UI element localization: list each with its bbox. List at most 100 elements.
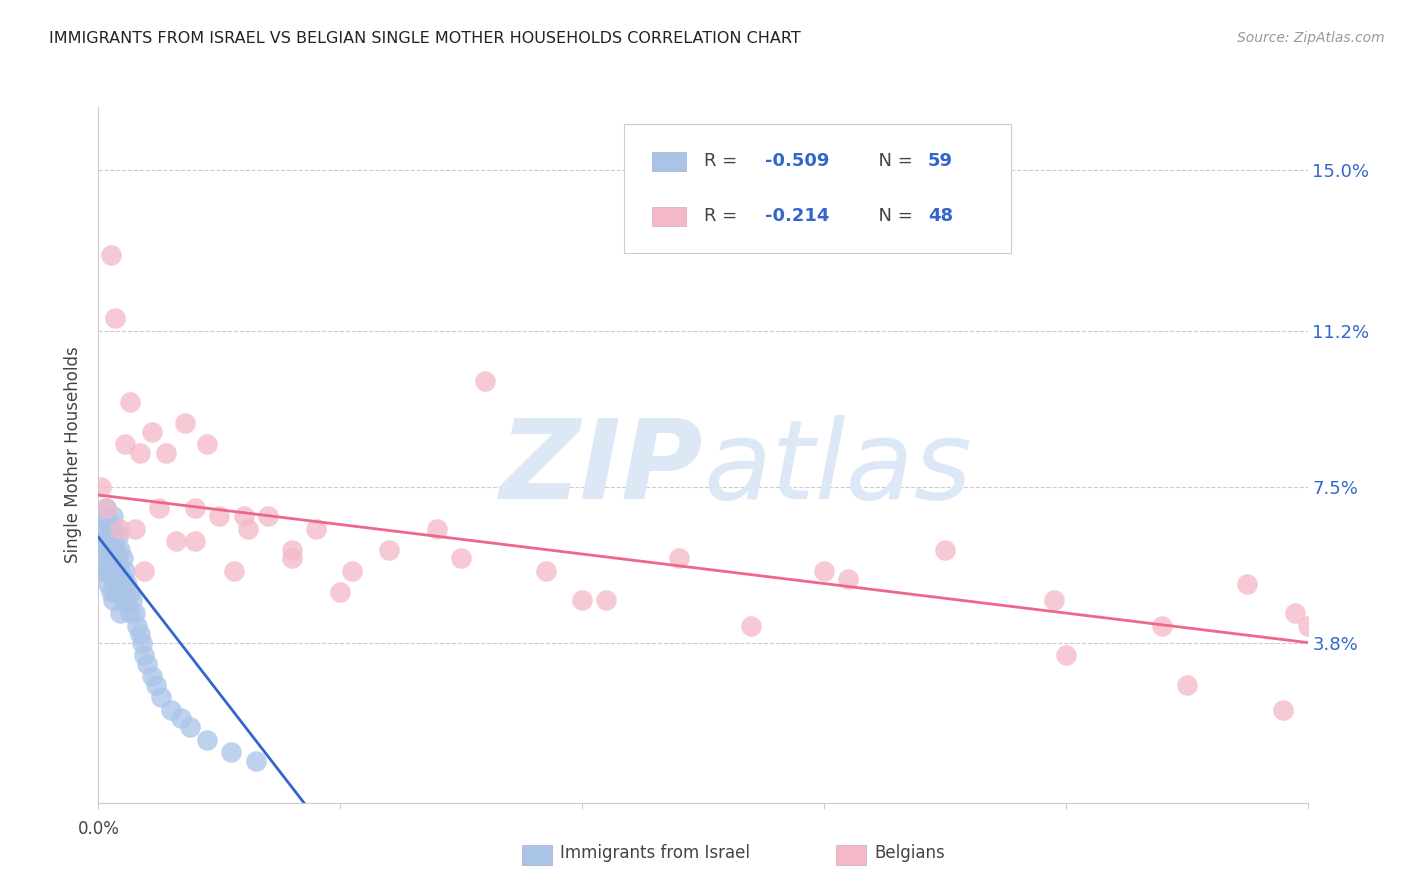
FancyBboxPatch shape <box>837 845 866 865</box>
Point <box>245 754 267 768</box>
FancyBboxPatch shape <box>652 152 686 171</box>
Point <box>101 551 124 566</box>
Point <box>184 534 207 549</box>
Point <box>100 522 122 536</box>
Point <box>97 576 120 591</box>
Point <box>94 500 117 515</box>
Point <box>90 522 112 536</box>
Point <box>221 745 243 759</box>
Point <box>837 572 859 586</box>
Text: Belgians: Belgians <box>875 844 945 862</box>
Point <box>90 564 112 578</box>
Point <box>342 564 364 578</box>
Point <box>111 593 134 607</box>
Point <box>222 564 245 578</box>
Point <box>184 500 207 515</box>
Point <box>208 509 231 524</box>
Point <box>135 657 157 671</box>
Point <box>595 593 617 607</box>
FancyBboxPatch shape <box>624 125 1011 253</box>
Point <box>90 542 112 557</box>
Point <box>94 542 117 557</box>
Text: -0.509: -0.509 <box>765 153 830 170</box>
Point <box>100 247 122 261</box>
Point <box>305 522 328 536</box>
Point <box>108 542 131 557</box>
Point <box>114 564 136 578</box>
Point <box>195 437 218 451</box>
Point <box>91 559 114 574</box>
Point <box>1284 606 1306 620</box>
Point <box>97 513 120 527</box>
Point <box>329 585 352 599</box>
Point <box>107 530 129 544</box>
Point <box>813 564 835 578</box>
Point <box>100 585 122 599</box>
Point <box>117 598 139 612</box>
Point <box>118 585 141 599</box>
Point <box>91 534 114 549</box>
Point <box>124 522 146 536</box>
Point <box>91 509 114 524</box>
Point <box>377 542 399 557</box>
Point <box>474 374 496 388</box>
Point <box>450 551 472 566</box>
Point <box>281 542 304 557</box>
Point <box>141 425 163 439</box>
Point <box>107 572 129 586</box>
Point <box>141 669 163 683</box>
Point <box>100 542 122 557</box>
Point <box>94 522 117 536</box>
Point <box>108 522 131 536</box>
Point <box>1054 648 1077 663</box>
Point <box>97 534 120 549</box>
Point <box>100 564 122 578</box>
Text: 59: 59 <box>928 153 953 170</box>
Point <box>104 585 127 599</box>
Point <box>195 732 218 747</box>
Point <box>232 509 254 524</box>
Text: ZIP: ZIP <box>499 416 703 523</box>
Point <box>134 564 156 578</box>
Text: R =: R = <box>704 153 744 170</box>
Point <box>101 593 124 607</box>
Text: Source: ZipAtlas.com: Source: ZipAtlas.com <box>1237 31 1385 45</box>
Point <box>108 606 131 620</box>
Point <box>104 522 127 536</box>
Y-axis label: Single Mother Households: Single Mother Households <box>65 347 83 563</box>
Point <box>256 509 278 524</box>
Point <box>534 564 557 578</box>
Text: R =: R = <box>704 207 744 226</box>
Point <box>281 551 304 566</box>
Point <box>118 395 141 409</box>
Point <box>118 606 141 620</box>
Point <box>128 446 150 460</box>
Point <box>124 606 146 620</box>
Point <box>114 437 136 451</box>
Point <box>127 618 149 632</box>
Point <box>934 542 956 557</box>
Point <box>128 627 150 641</box>
Text: 0.0%: 0.0% <box>77 821 120 838</box>
Point <box>101 509 124 524</box>
Point <box>740 618 762 632</box>
Text: -0.214: -0.214 <box>765 207 830 226</box>
Point <box>1152 618 1174 632</box>
Point <box>94 500 117 515</box>
Point <box>238 522 260 536</box>
Point <box>104 564 127 578</box>
Point <box>97 556 120 570</box>
Point <box>134 648 156 663</box>
Point <box>114 585 136 599</box>
Point <box>101 530 124 544</box>
Point <box>117 576 139 591</box>
Point <box>1236 576 1258 591</box>
Text: Immigrants from Israel: Immigrants from Israel <box>561 844 751 862</box>
Point <box>169 711 191 725</box>
Text: atlas: atlas <box>703 416 972 523</box>
Point <box>111 551 134 566</box>
Point <box>150 690 173 705</box>
Point <box>1042 593 1064 607</box>
Text: N =: N = <box>868 153 920 170</box>
Point <box>571 593 593 607</box>
